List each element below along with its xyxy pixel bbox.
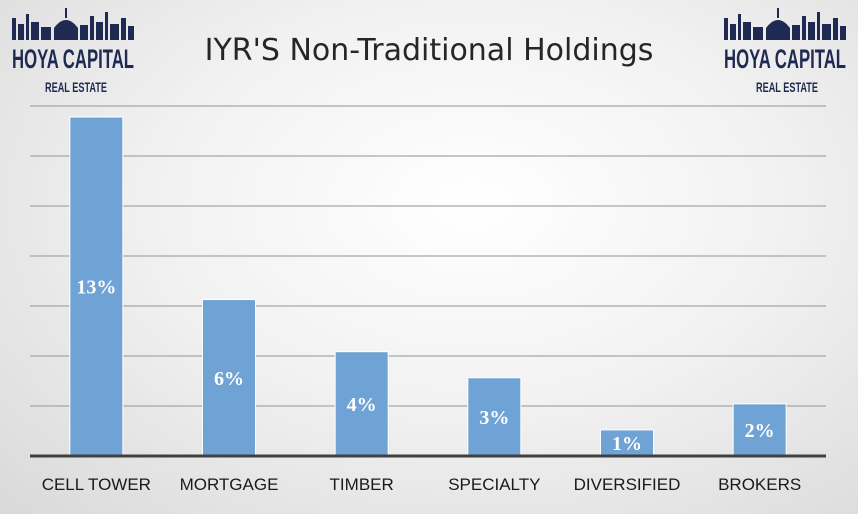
data-label: 13% xyxy=(76,277,116,299)
category-labels: CELL TOWER MORTGAGE TIMBER SPECIALTY DIVERSI… xyxy=(42,475,802,494)
bar xyxy=(732,403,787,457)
skyline-icon xyxy=(724,8,846,40)
category-label: MORTGAGE xyxy=(180,475,279,494)
bar xyxy=(600,429,654,457)
data-label: 1% xyxy=(612,433,642,455)
bar xyxy=(334,351,389,457)
data-label: 2% xyxy=(745,420,775,442)
data-label: 6% xyxy=(214,368,244,390)
logo-right-text: HOYA CAPITAL xyxy=(724,44,846,74)
data-label: 3% xyxy=(479,407,509,429)
logo-left-text: HOYA CAPITAL xyxy=(12,44,134,74)
logo-right-subtext: REAL ESTATE xyxy=(756,79,818,95)
category-label: BROKERS xyxy=(718,475,801,494)
gridlines xyxy=(30,105,826,407)
category-label: CELL TOWER xyxy=(42,475,151,494)
logo-right: HOYA CAPITAL REAL ESTATE xyxy=(724,8,846,95)
category-label: TIMBER xyxy=(330,475,394,494)
category-label: SPECIALTY xyxy=(448,475,540,494)
chart-title: IYR'S Non-Traditional Holdings xyxy=(205,33,654,68)
data-labels: 13% 6% 4% 3% 1% 2% xyxy=(76,277,774,455)
skyline-icon xyxy=(12,8,134,40)
bar xyxy=(467,377,522,457)
data-label: 4% xyxy=(347,394,377,416)
logo-left-subtext: REAL ESTATE xyxy=(45,79,107,95)
category-label: DIVERSIFIED xyxy=(574,475,681,494)
logo-left: HOYA CAPITAL REAL ESTATE xyxy=(12,8,134,95)
bars xyxy=(69,116,787,457)
bar xyxy=(202,299,256,457)
